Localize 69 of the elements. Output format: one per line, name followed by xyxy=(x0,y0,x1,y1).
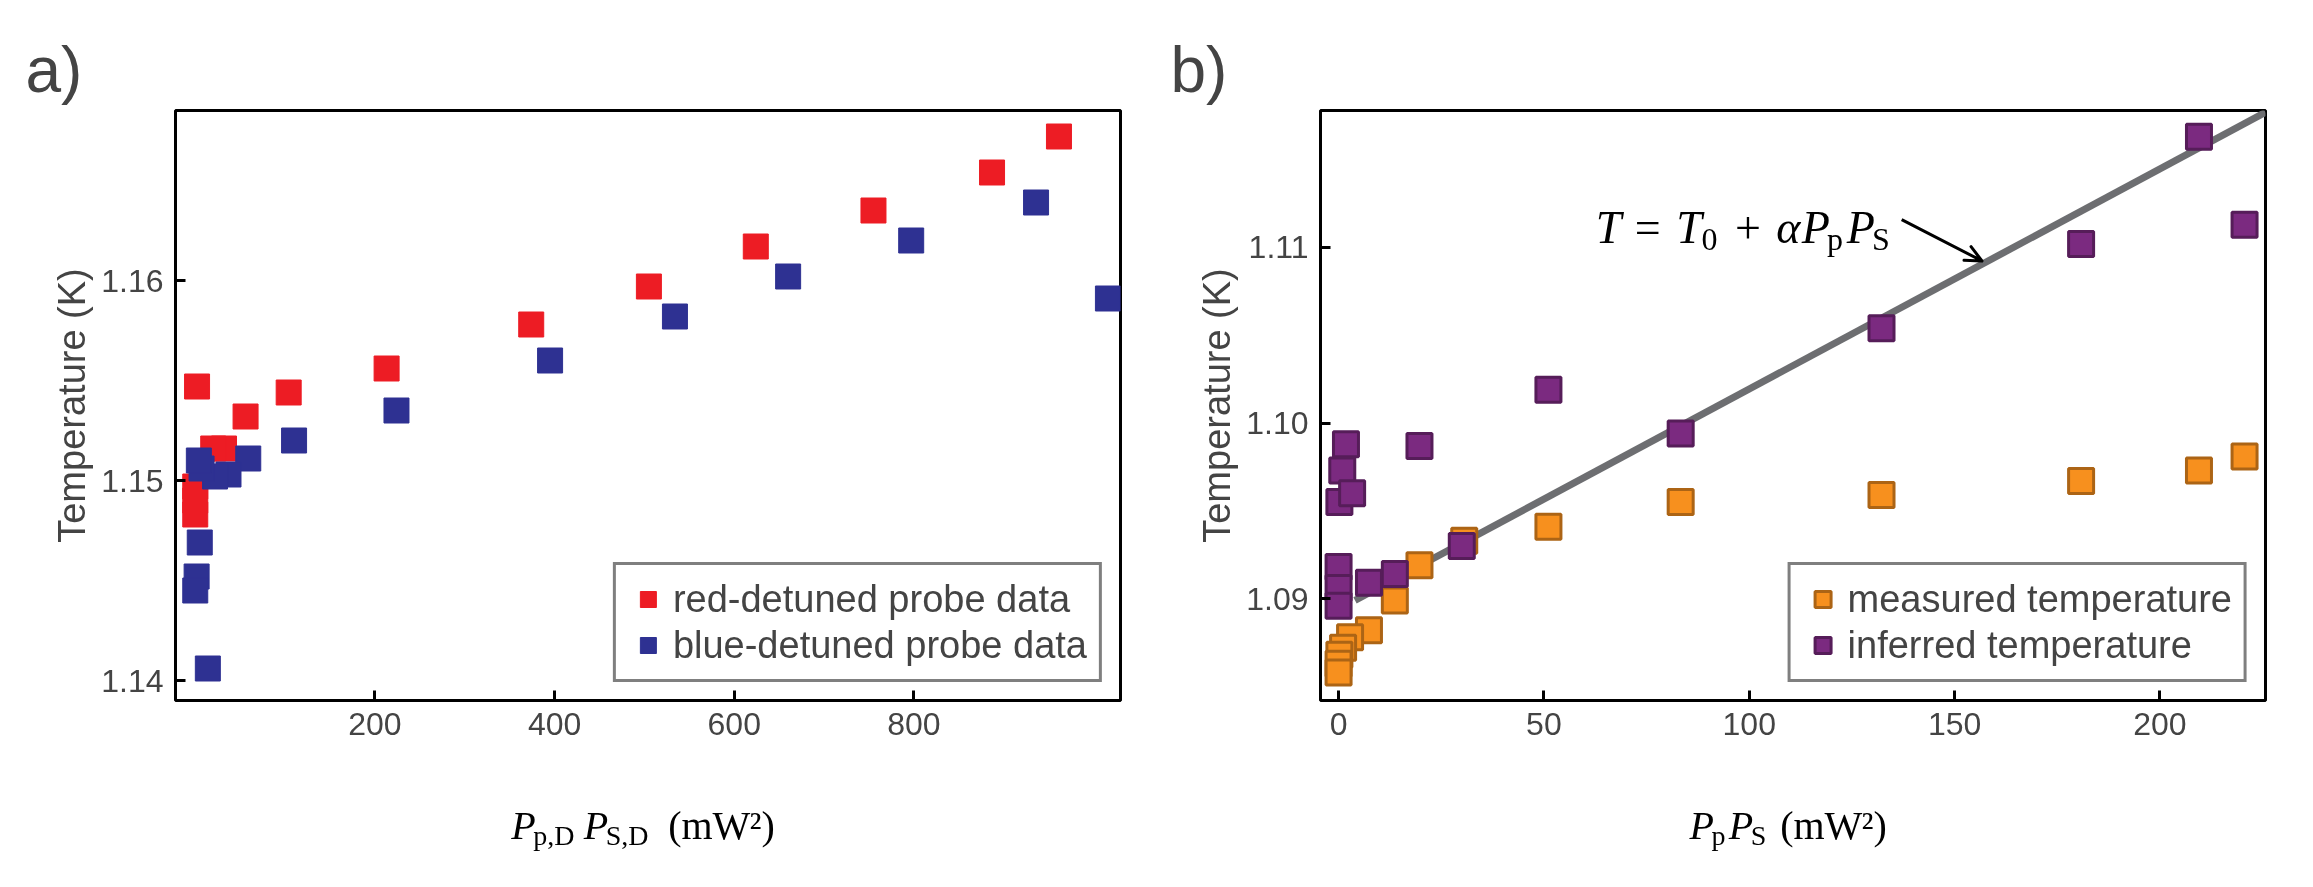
point xyxy=(232,403,259,430)
point xyxy=(2067,467,2096,496)
x-tick-label: 800 xyxy=(887,705,941,742)
point xyxy=(1380,586,1409,615)
point xyxy=(373,355,400,382)
point xyxy=(860,197,887,224)
point xyxy=(1094,285,1121,312)
point xyxy=(2184,122,2213,151)
legend-label: blue-detuned probe data xyxy=(672,623,1087,667)
point xyxy=(979,159,1006,186)
point xyxy=(742,233,769,260)
chart-title: a) xyxy=(25,33,83,106)
point xyxy=(1023,189,1050,216)
point xyxy=(185,447,212,474)
x-tick-label: 100 xyxy=(1722,705,1776,742)
point xyxy=(2230,210,2259,239)
point xyxy=(1447,531,1476,560)
legend-label: red-detuned probe data xyxy=(672,577,1071,621)
point xyxy=(1331,430,1360,459)
x-tick-label: 50 xyxy=(1526,705,1562,742)
x-tick-label: 600 xyxy=(707,705,761,742)
point xyxy=(182,501,209,528)
point xyxy=(2230,442,2259,471)
point xyxy=(1324,591,1353,620)
point xyxy=(898,227,925,254)
y-tick-label: 1.11 xyxy=(1248,229,1309,266)
point xyxy=(775,263,802,290)
point xyxy=(1338,479,1367,508)
point xyxy=(1324,658,1353,687)
point xyxy=(1534,375,1563,404)
point xyxy=(537,347,564,374)
point xyxy=(1867,481,1896,510)
point xyxy=(518,311,545,338)
point xyxy=(1534,512,1563,541)
y-axis-title: Temperature (K) xyxy=(1196,268,1239,543)
point xyxy=(1380,560,1409,589)
point xyxy=(186,529,213,556)
point xyxy=(383,397,410,424)
point xyxy=(281,427,308,454)
point xyxy=(1666,488,1695,517)
point xyxy=(2184,456,2213,485)
x-tick-label: 400 xyxy=(527,705,582,742)
point xyxy=(1045,123,1072,150)
point xyxy=(1405,431,1434,460)
legend-label: measured temperature xyxy=(1847,577,2232,621)
point xyxy=(635,273,662,300)
point xyxy=(194,655,221,682)
y-tick-label: 1.09 xyxy=(1246,580,1309,617)
x-tick-label: 200 xyxy=(348,705,402,742)
point xyxy=(184,373,211,400)
y-tick-label: 1.16 xyxy=(101,262,164,299)
point xyxy=(275,379,302,406)
point xyxy=(661,303,688,330)
point xyxy=(1405,551,1434,580)
x-tick-label: 150 xyxy=(1927,705,1982,742)
point xyxy=(182,577,209,604)
x-tick-label: 200 xyxy=(2133,705,2187,742)
point xyxy=(2067,229,2096,258)
y-tick-label: 1.10 xyxy=(1246,405,1309,442)
chart-title: b) xyxy=(1170,33,1228,106)
point xyxy=(1354,568,1383,597)
y-tick-label: 1.15 xyxy=(101,462,164,499)
y-tick-label: 1.14 xyxy=(101,662,164,699)
point xyxy=(1666,419,1695,448)
y-axis-title: Temperature (K) xyxy=(51,268,94,543)
legend-label: inferred temperature xyxy=(1847,623,2192,667)
x-tick-label: 0 xyxy=(1329,705,1348,742)
point xyxy=(235,445,262,472)
point xyxy=(1867,314,1896,343)
